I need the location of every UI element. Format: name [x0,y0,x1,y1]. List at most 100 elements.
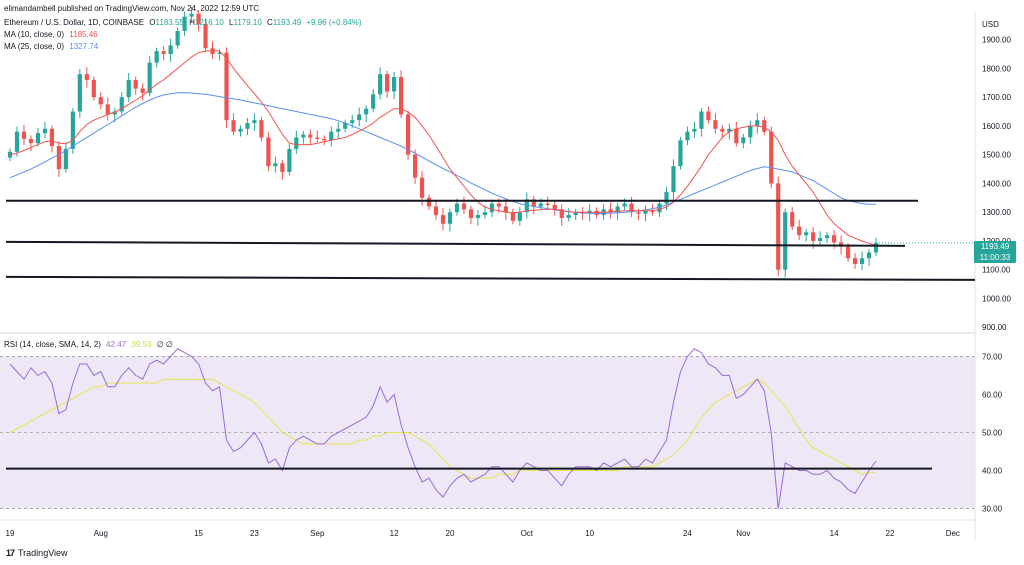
candle-body [196,13,201,24]
time-tick-label: Sep [310,529,325,538]
price-tick-label: 1600.00 [982,122,1011,131]
time-tick-label: 12 [390,529,399,538]
candle-body [552,205,557,210]
rsi-tick-label: 70.00 [982,352,1003,361]
candle-body [161,51,166,55]
high-label: H [189,18,195,27]
candle-body [28,138,34,144]
candle-body [496,203,501,207]
candle-body [454,203,460,213]
ohlc-legend: Ethereum / U.S. Dollar, 1D, COINBASE O11… [4,18,365,27]
time-tick-label: Dec [946,529,960,538]
candle-body [461,203,467,210]
brand-name: TradingView [18,548,68,558]
candle-body [783,212,788,270]
candle-body [608,209,613,213]
candle-body [866,252,872,259]
candle-body [182,16,187,32]
candle-body [657,203,662,213]
candle-body [399,77,404,115]
low-label: L [229,18,234,27]
candle-body [364,108,369,115]
rsi-legend[interactable]: RSI (14, close, SMA, 14, 2) 42.47 39.53 … [4,340,176,349]
candle-body [692,128,697,132]
candle-body [727,128,732,132]
candle-body [168,45,173,55]
candle-body [482,212,487,216]
candle-body [357,114,362,121]
candle-body [741,137,746,144]
tradingview-brand[interactable]: 17 TradingView [6,548,68,558]
candle-body [762,120,767,132]
open-label: O [149,18,156,27]
time-tick-label: 20 [446,529,455,538]
ma10-legend[interactable]: MA (10, close, 0) 1185.46 [4,30,101,39]
support-resistance-line [5,275,976,281]
candle-body [21,131,27,139]
change-value: +9.96 (+0.84%) [306,18,362,27]
candle-body [14,131,20,152]
candle-body [678,140,683,167]
candle-body [329,131,334,141]
candle-body [49,128,54,147]
high-value: 1216.10 [194,18,224,27]
candle-body [538,203,543,207]
tradingview-logo-icon: 17 [6,548,15,558]
candle-body [322,138,327,141]
candle-body [217,52,222,55]
candle-body [84,74,89,80]
rsi-line [9,348,877,509]
symbol-title: Ethereum / U.S. Dollar, 1D, COINBASE [4,18,145,27]
candle-body [224,52,229,121]
candle-body [287,148,292,172]
ma25-legend[interactable]: MA (25, close, 0) 1327.74 [4,42,101,51]
candle-body [475,215,481,218]
candle-body [35,133,41,144]
candle-body [350,120,355,124]
candle-body [147,62,152,93]
candle-body [392,77,397,92]
candle-body [70,111,75,149]
candle-body [385,74,390,92]
candle-body [238,128,243,132]
candle-body [797,226,802,236]
candle-body [119,97,124,112]
rsi-value: 42.47 [106,340,127,349]
candle-body [852,258,858,264]
candle-body [859,258,865,264]
rsi-sma-value: 39.53 [131,340,152,349]
time-tick-label: 19 [6,529,15,538]
time-tick-label: 15 [194,529,203,538]
time-tick-label: 24 [683,529,692,538]
candle-body [811,232,816,241]
time-tick-label: Oct [521,529,534,538]
candle-body [371,94,376,109]
candle-body [343,123,348,129]
candle-body [566,215,571,218]
candle-body [98,97,103,105]
candle-body [426,197,432,207]
candle-body [175,31,180,46]
candle-body [489,203,494,213]
candle-body [412,154,418,178]
candle-body [664,192,669,204]
candle-body [133,79,138,89]
currency-label: USD [982,20,999,29]
close-label: C [267,18,273,27]
candle-body [790,212,795,227]
time-tick-label: 14 [830,529,839,538]
support-resistance-line [5,240,906,247]
ma25-label: MA (25, close, 0) [4,42,65,51]
candle-body [63,148,68,170]
candle-body [531,199,536,207]
candle-body [503,206,508,213]
candle-body [126,79,131,98]
candle-body [671,166,676,193]
candle-body [748,125,753,138]
bar-countdown: 11:00:33 [979,253,1011,262]
candle-body [91,79,96,98]
candle-body [280,163,285,172]
price-tick-label: 900.00 [982,323,1007,332]
candle-body [405,114,411,155]
